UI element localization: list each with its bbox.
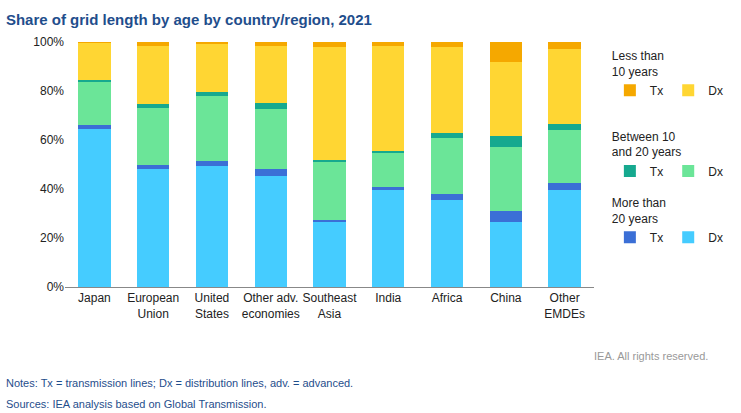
svg-text:0%: 0%: [47, 280, 65, 294]
svg-text:Dx: Dx: [708, 231, 723, 245]
svg-text:IEA. All rights reserved.: IEA. All rights reserved.: [594, 350, 708, 362]
svg-text:Notes: Tx = transmission lines: Notes: Tx = transmission lines; Dx = dis…: [6, 377, 353, 389]
svg-text:Sources: IEA analysis based on: Sources: IEA analysis based on Global Tr…: [6, 398, 266, 410]
svg-text:Dx: Dx: [708, 84, 723, 98]
svg-text:SoutheastAsia: SoutheastAsia: [302, 291, 357, 321]
svg-text:Share of grid length by age by: Share of grid length by age by country/r…: [6, 11, 372, 28]
svg-text:Between 10and 20 years: Between 10and 20 years: [612, 130, 681, 160]
svg-text:Tx: Tx: [650, 231, 663, 245]
svg-text:Less than10 years: Less than10 years: [612, 49, 664, 79]
svg-text:OtherEMDEs: OtherEMDEs: [544, 291, 585, 321]
svg-text:Africa: Africa: [432, 291, 463, 305]
svg-text:Tx: Tx: [650, 84, 663, 98]
svg-text:Dx: Dx: [708, 165, 723, 179]
svg-text:More than20 years: More than20 years: [612, 196, 666, 226]
svg-text:India: India: [375, 291, 401, 305]
svg-text:Japan: Japan: [78, 291, 111, 305]
svg-text:Tx: Tx: [650, 165, 663, 179]
svg-text:80%: 80%: [40, 84, 64, 98]
svg-text:60%: 60%: [40, 133, 64, 147]
svg-text:China: China: [490, 291, 522, 305]
svg-text:100%: 100%: [33, 35, 64, 49]
svg-text:20%: 20%: [40, 231, 64, 245]
svg-text:EuropeanUnion: EuropeanUnion: [127, 291, 179, 321]
svg-text:40%: 40%: [40, 182, 64, 196]
svg-text:Other adv.economies: Other adv.economies: [242, 291, 300, 321]
svg-text:UnitedStates: UnitedStates: [195, 291, 230, 321]
